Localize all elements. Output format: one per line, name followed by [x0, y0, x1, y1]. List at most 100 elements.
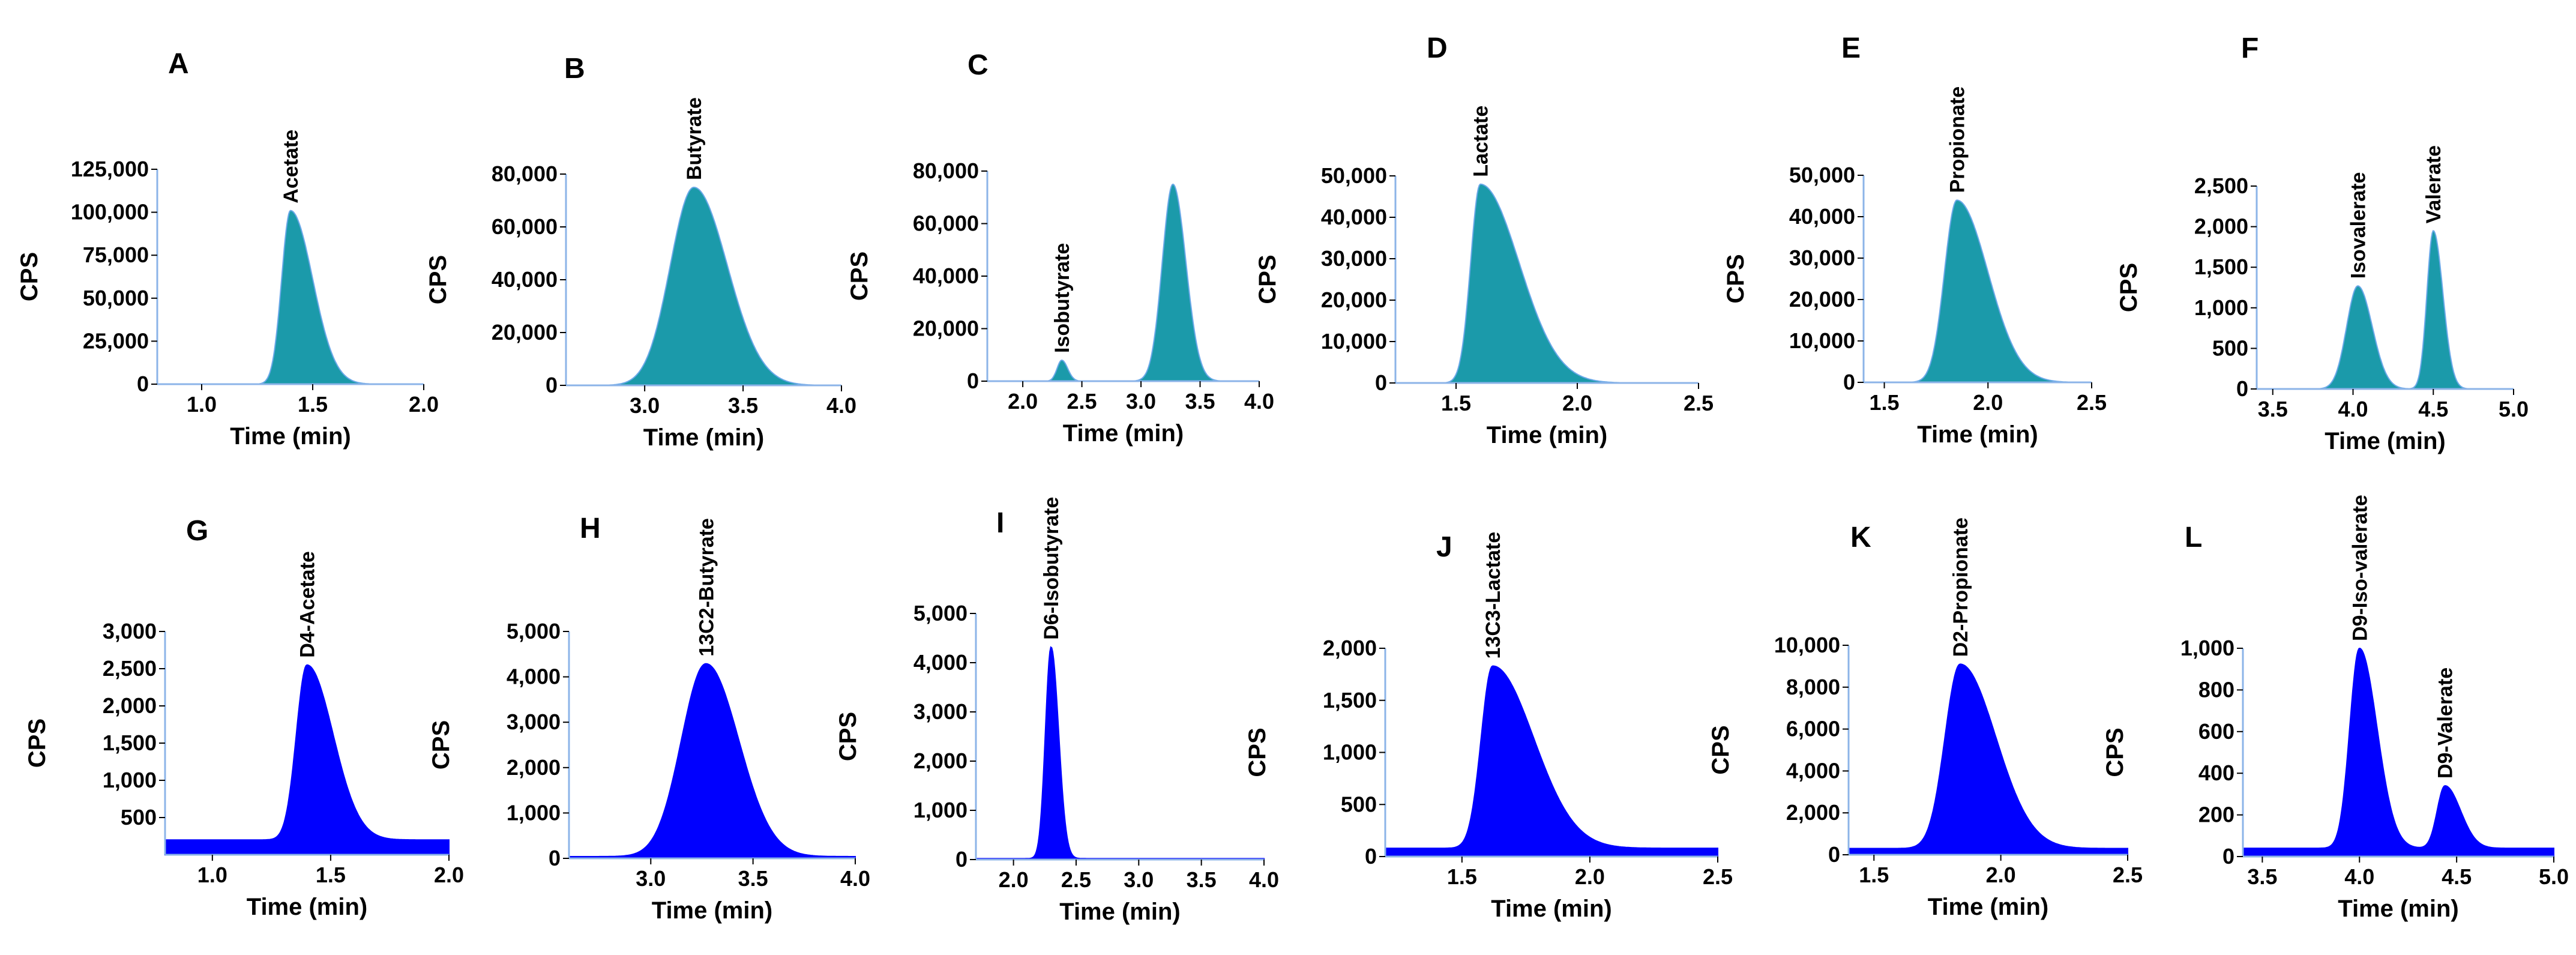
peak-label: D9-Valerate [2434, 667, 2457, 779]
chromatogram-trace [987, 183, 1259, 382]
panel-letter: H [580, 513, 601, 544]
y-tick-label: 50,000 [83, 286, 149, 310]
y-tick-label: 500 [2212, 336, 2248, 360]
y-tick-label: 1,500 [2194, 255, 2248, 279]
panel-g: G 500 1,000 1,500 2,000 2,500 3,000 1.0 1.5 2.0 Ti… [24, 515, 464, 920]
x-tick-label: 3.5 [2247, 864, 2277, 889]
peak-label: D9-Iso-valerate [2349, 495, 2371, 641]
y-tick-label: 125,000 [71, 157, 149, 181]
x-tick-label: 2.0 [999, 867, 1029, 892]
y-tick-label: 5,000 [507, 619, 561, 643]
x-tick-label: 2.0 [434, 863, 464, 887]
x-tick-label: 2.5 [1684, 391, 1714, 415]
y-tick-label: 2,000 [913, 749, 968, 773]
x-tick-label: 5.0 [2499, 397, 2529, 421]
y-tick-label: 100,000 [71, 200, 149, 224]
panel-k: K 0 2,000 4,000 6,000 8,000 10,000 1.5 2.0 2.5 Tim… [1708, 517, 2143, 920]
y-tick-label: 500 [121, 805, 157, 830]
y-axis-label: CPS [2102, 728, 2128, 777]
panel-a: A 0 25,000 50,000 75,000 100,000 125,000 1.0 1.5… [16, 48, 439, 450]
y-tick-label: 3,000 [507, 709, 561, 734]
peak-label: Acetate [280, 130, 302, 203]
x-axis-label: Time (min) [643, 424, 765, 451]
panel-e: E 0 10,000 20,000 30,000 40,000 50,000 1.5 2.0 2.… [1723, 32, 2107, 448]
y-tick-label: 0 [955, 847, 968, 872]
y-tick-label: 0 [1828, 842, 1840, 867]
y-tick-label: 1,000 [2194, 295, 2248, 320]
y-tick-label: 6,000 [1786, 717, 1840, 741]
chromatogram-trace [568, 663, 856, 859]
x-tick-label: 2.0 [1986, 863, 2016, 887]
x-tick-label: 4.0 [2344, 864, 2374, 889]
y-tick-label: 40,000 [1321, 205, 1387, 229]
y-tick-label: 0 [2222, 844, 2234, 869]
y-axis-label: CPS [835, 712, 861, 761]
x-axis-label: Time (min) [1063, 420, 1184, 447]
y-tick-label: 10,000 [1774, 633, 1840, 657]
x-tick-label: 3.5 [2258, 397, 2288, 421]
x-tick-label: 1.0 [187, 392, 217, 417]
x-tick-label: 2.0 [1008, 389, 1038, 414]
chromatogram-trace [2257, 230, 2514, 390]
panel-letter: A [168, 48, 189, 80]
x-axis-label: Time (min) [2325, 428, 2446, 454]
x-tick-label: 5.0 [2539, 864, 2569, 889]
chromatogram-trace [566, 186, 841, 386]
x-axis-label: Time (min) [1487, 422, 1608, 448]
y-tick-label: 4,000 [913, 650, 968, 675]
chromatogram-trace [2242, 648, 2554, 857]
y-tick-label: 60,000 [492, 214, 558, 239]
x-tick-label: 1.5 [1447, 864, 1477, 889]
x-tick-label: 2.5 [1061, 867, 1091, 892]
y-tick-label: 5,000 [913, 601, 968, 625]
x-tick-label: 4.0 [1249, 867, 1279, 892]
y-tick-label: 0 [2236, 376, 2248, 401]
y-axis-label: CPS [1723, 254, 1749, 303]
y-tick-label: 0 [967, 369, 979, 393]
x-axis-label: Time (min) [1928, 894, 2049, 920]
y-tick-label: 2,000 [2194, 214, 2248, 239]
y-tick-label: 1,500 [1323, 688, 1377, 712]
x-tick-label: 4.5 [2442, 864, 2472, 889]
y-axis-label: CPS [428, 720, 454, 770]
y-tick-label: 3,000 [913, 699, 968, 724]
y-tick-label: 0 [137, 372, 149, 396]
y-tick-label: 20,000 [1321, 288, 1387, 312]
x-axis-label: Time (min) [247, 894, 368, 920]
y-tick-label: 25,000 [83, 328, 149, 353]
y-tick-label: 4,000 [1786, 758, 1840, 783]
y-tick-label: 40,000 [492, 267, 558, 292]
y-tick-label: 50,000 [1789, 163, 1855, 187]
y-axis-label: CPS [16, 252, 43, 301]
x-tick-label: 2.5 [2113, 863, 2143, 887]
chromatogram-trace [157, 209, 424, 385]
panel-letter: F [2241, 32, 2259, 64]
y-tick-label: 200 [2198, 803, 2234, 827]
panel-letter: G [186, 515, 208, 547]
x-tick-label: 2.5 [1067, 389, 1097, 414]
panel-letter: I [996, 507, 1004, 539]
peak-label: 13C3-Lactate [1482, 532, 1505, 659]
y-tick-label: 8,000 [1786, 675, 1840, 699]
x-tick-label: 3.5 [1185, 389, 1215, 414]
y-axis-label: CPS [1244, 728, 1271, 777]
peak-label: Isobutyrate [1051, 243, 1074, 353]
y-tick-label: 1,000 [1323, 740, 1377, 765]
x-axis-label: Time (min) [1059, 899, 1181, 925]
chromatogram-trace [975, 646, 1265, 860]
y-tick-label: 20,000 [913, 316, 979, 341]
y-tick-label: 40,000 [1789, 204, 1855, 229]
y-tick-label: 80,000 [913, 158, 979, 183]
peak-label: D6-Isobutyrate [1040, 497, 1063, 640]
x-tick-label: 4.0 [840, 866, 870, 891]
x-tick-label: 3.5 [738, 866, 768, 891]
panel-letter: K [1850, 522, 1871, 553]
y-axis-label: CPS [846, 252, 873, 301]
y-tick-label: 0 [546, 373, 558, 397]
x-tick-label: 2.5 [2077, 390, 2107, 415]
peak-label: D4-Acetate [296, 551, 319, 658]
x-tick-label: 3.5 [1187, 867, 1217, 892]
y-tick-label: 400 [2198, 761, 2234, 785]
panel-d: D 0 10,000 20,000 30,000 40,000 50,000 1.5 2.0 2.… [1254, 32, 1714, 448]
